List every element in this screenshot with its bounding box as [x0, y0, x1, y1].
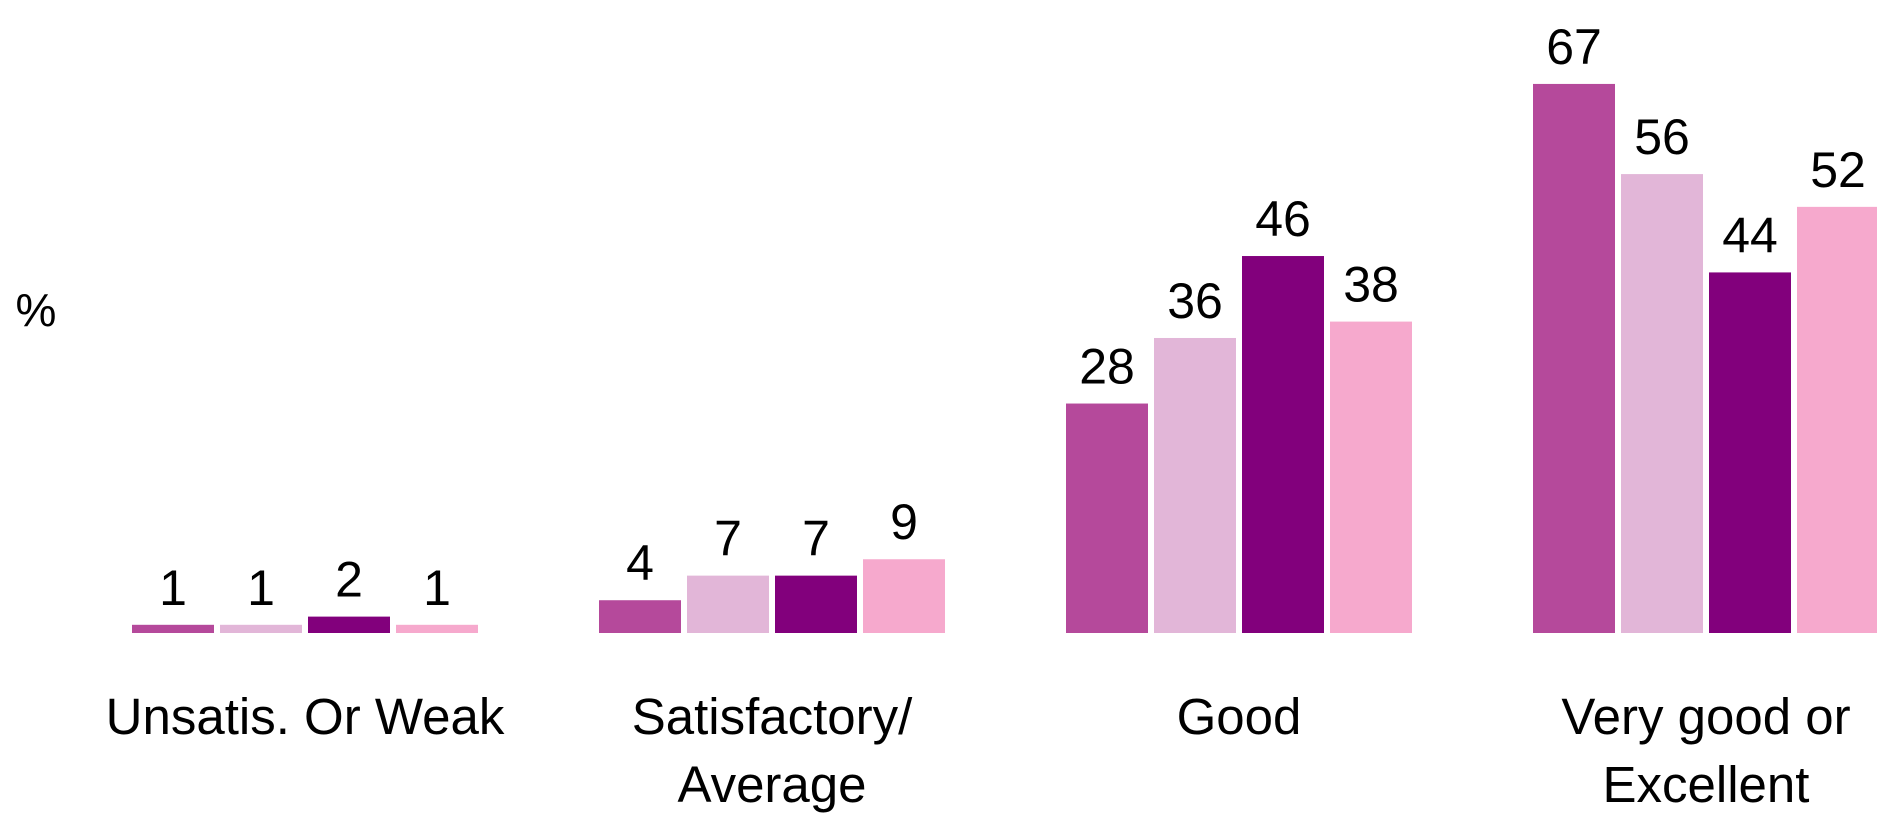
bar	[396, 624, 478, 633]
bar-value-label: 7	[714, 511, 742, 567]
bar-value-label: 7	[802, 511, 830, 567]
bar-value-label: 1	[423, 560, 451, 616]
bar	[1621, 174, 1703, 633]
category-label: Satisfactory/	[632, 688, 913, 745]
bar-value-label: 9	[890, 494, 918, 550]
bar	[687, 575, 769, 633]
value-labels-layer: 1 1 2 1 4 7 7 9 28 36 46 38 67 56 44 52	[159, 19, 1866, 616]
bar	[132, 624, 214, 633]
bar-value-label: 36	[1167, 273, 1223, 329]
bar	[1797, 206, 1877, 634]
bar	[1330, 321, 1412, 633]
category-label: Good	[1177, 688, 1302, 745]
bars-layer	[132, 83, 1877, 634]
bar-value-label: 4	[626, 535, 654, 591]
bar-value-label: 67	[1546, 19, 1602, 75]
bar	[1066, 403, 1148, 633]
bar	[1242, 256, 1324, 633]
bar	[1154, 337, 1236, 633]
bar-value-label: 1	[247, 560, 275, 616]
bar-value-label: 44	[1722, 207, 1778, 263]
bar-value-label: 46	[1255, 191, 1311, 247]
bar-value-label: 1	[159, 560, 187, 616]
bar-value-label: 56	[1634, 109, 1690, 165]
bar-value-label: 38	[1343, 257, 1399, 313]
bar	[308, 616, 390, 633]
category-label: Average	[677, 756, 866, 813]
bar	[863, 559, 945, 633]
category-label: Unsatis. Or Weak	[106, 688, 505, 745]
bar	[599, 600, 681, 633]
category-labels-layer: Unsatis. Or Weak Satisfactory/Average Good…	[106, 688, 1851, 813]
bar	[775, 575, 857, 633]
bar-value-label: 52	[1810, 142, 1866, 198]
y-axis-label: %	[16, 284, 57, 336]
bar-value-label: 28	[1079, 339, 1135, 395]
category-label: Excellent	[1603, 756, 1810, 813]
bar-value-label: 2	[335, 552, 363, 608]
bar	[220, 624, 302, 633]
bar	[1709, 272, 1791, 633]
bar	[1533, 83, 1615, 633]
category-label: Very good or	[1561, 688, 1850, 745]
